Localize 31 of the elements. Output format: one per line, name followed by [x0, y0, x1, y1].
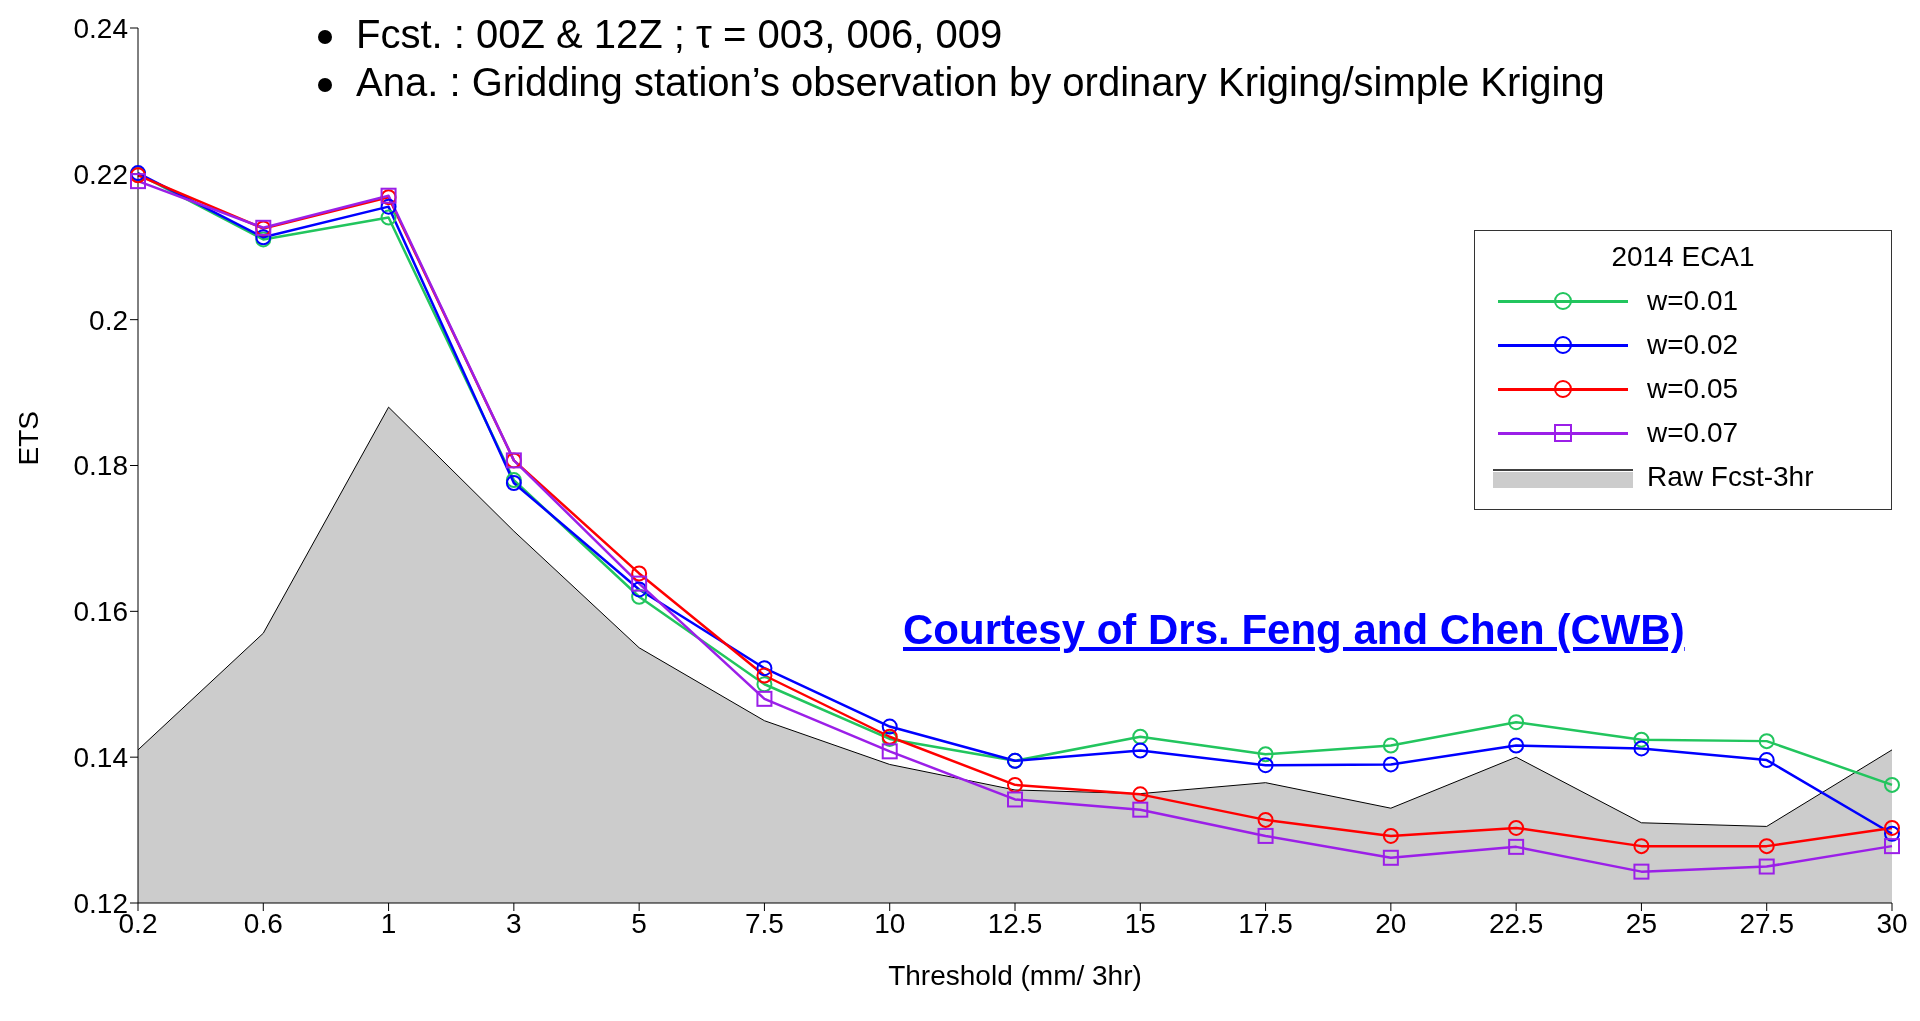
x-tick-label: 30	[1876, 907, 1908, 939]
x-tick-label: 1	[380, 907, 397, 939]
y-tick-label: 0.22	[73, 158, 128, 190]
x-tick-label: 10	[874, 907, 906, 939]
annotation: Fcst. : 00Z & 12Z ; τ = 003, 006, 009	[355, 12, 1003, 57]
annotation: Courtesy of Drs. Feng and Chen (CWB)	[903, 606, 1685, 654]
x-tick-label: 17.5	[1238, 907, 1293, 939]
x-tick-label: 20	[1375, 907, 1407, 939]
legend-label: Raw Fcst-3hr	[1647, 461, 1814, 493]
y-tick-label: 0.16	[73, 596, 128, 628]
x-tick-label: 15	[1124, 907, 1156, 939]
y-tick-label: 0.14	[73, 742, 128, 774]
annotation: Ana. : Gridding station’s observation by ordinary Kriging/simple Kriging	[355, 60, 1605, 105]
legend-title: 2014 ECA1	[1610, 241, 1756, 273]
x-tick-label: 27.5	[1739, 907, 1794, 939]
x-tick-label: 5	[631, 907, 647, 939]
x-tick-label: 3	[506, 907, 522, 939]
y-tick-label: 0.24	[73, 12, 128, 44]
x-tick-label: 7.5	[744, 907, 784, 939]
y-tick-label: 0.2	[89, 304, 128, 336]
y-axis-title: ETS	[12, 411, 44, 466]
legend-label: w=0.01	[1647, 285, 1739, 317]
legend-label: w=0.05	[1647, 373, 1739, 405]
legend-label: w=0.02	[1647, 329, 1739, 361]
x-tick-label: 22.5	[1488, 907, 1544, 939]
legend-label: w=0.07	[1647, 417, 1739, 449]
x-tick-label: 12.5	[987, 907, 1043, 939]
x-tick-label: 25	[1625, 907, 1658, 939]
x-axis-title: Threshold (mm/ 3hr)	[888, 960, 1142, 991]
x-tick-label: 0.6	[243, 907, 283, 939]
y-tick-label: 0.18	[73, 450, 128, 482]
